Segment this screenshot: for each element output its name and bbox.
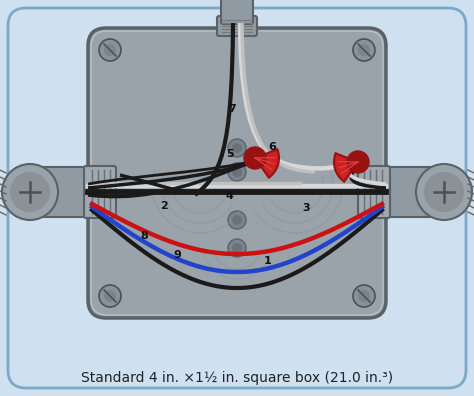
Circle shape — [416, 164, 472, 220]
Circle shape — [228, 163, 246, 181]
Text: 3: 3 — [302, 203, 310, 213]
Circle shape — [232, 215, 242, 225]
FancyBboxPatch shape — [383, 167, 441, 217]
Text: 4: 4 — [226, 191, 234, 201]
Circle shape — [104, 44, 116, 56]
Wedge shape — [255, 149, 279, 177]
Text: 1: 1 — [264, 256, 272, 267]
Text: 2: 2 — [160, 201, 167, 211]
Circle shape — [99, 285, 121, 307]
Circle shape — [232, 143, 242, 153]
Circle shape — [228, 239, 246, 257]
FancyBboxPatch shape — [358, 166, 390, 218]
Text: 9: 9 — [174, 250, 182, 261]
FancyBboxPatch shape — [217, 16, 257, 36]
Text: 7: 7 — [228, 104, 236, 114]
Circle shape — [232, 243, 242, 253]
Text: Standard 4 in. ×1½ in. square box (21.0 in.³): Standard 4 in. ×1½ in. square box (21.0 … — [81, 371, 393, 385]
Text: 6: 6 — [269, 141, 276, 152]
FancyBboxPatch shape — [8, 8, 466, 388]
Circle shape — [228, 211, 246, 229]
Text: 8: 8 — [141, 230, 148, 241]
FancyBboxPatch shape — [33, 167, 91, 217]
Text: 5: 5 — [226, 149, 234, 160]
Circle shape — [2, 164, 58, 220]
FancyBboxPatch shape — [221, 0, 253, 24]
Circle shape — [358, 290, 370, 302]
Circle shape — [104, 290, 116, 302]
Wedge shape — [334, 153, 358, 182]
FancyBboxPatch shape — [84, 166, 116, 218]
Circle shape — [228, 139, 246, 157]
Circle shape — [353, 39, 375, 61]
Circle shape — [232, 167, 242, 177]
Circle shape — [10, 172, 50, 212]
Circle shape — [353, 285, 375, 307]
Circle shape — [358, 44, 370, 56]
Circle shape — [424, 172, 464, 212]
Circle shape — [99, 39, 121, 61]
Circle shape — [244, 147, 266, 169]
FancyBboxPatch shape — [88, 28, 386, 318]
Circle shape — [347, 151, 369, 173]
